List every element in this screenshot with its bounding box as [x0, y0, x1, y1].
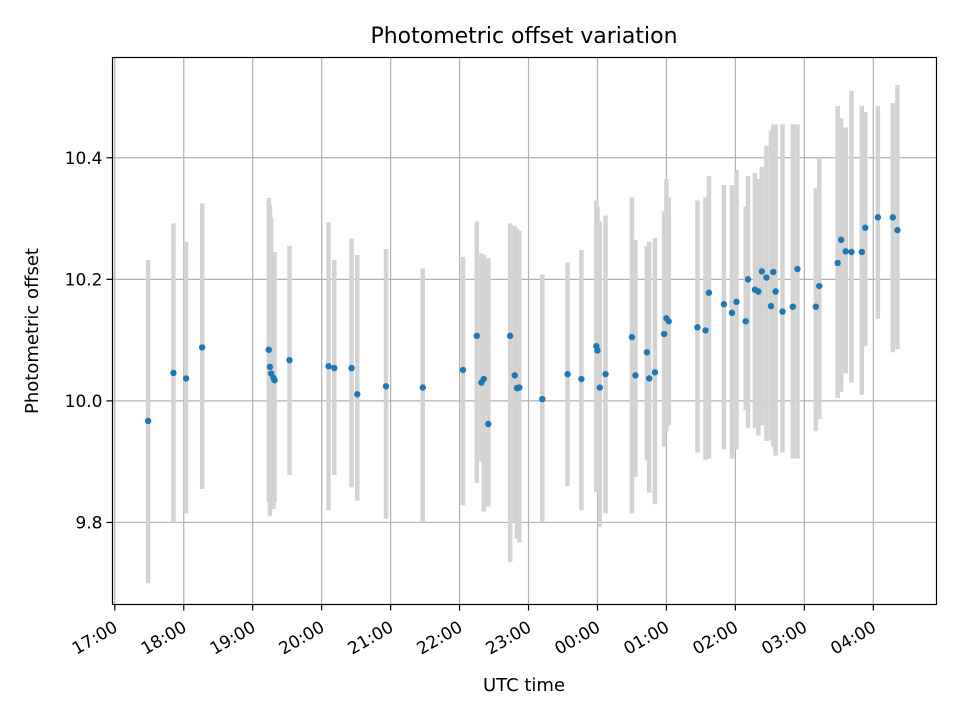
data-point [763, 274, 770, 281]
data-point [578, 375, 585, 383]
x-tick-label: 04:00 [827, 618, 879, 660]
x-axis-label: UTC time [483, 675, 565, 696]
data-point [894, 226, 901, 234]
data-points [144, 214, 901, 428]
data-point [325, 363, 332, 370]
error-bars [145, 84, 900, 584]
x-tick-label: 23:00 [483, 618, 535, 660]
grid-lines [112, 57, 937, 605]
data-point [779, 308, 786, 315]
data-point [286, 356, 293, 364]
data-point [812, 303, 820, 310]
data-point [643, 349, 651, 356]
data-point [594, 347, 601, 354]
data-point [767, 302, 775, 310]
data-point [354, 391, 361, 398]
data-point [516, 384, 523, 391]
x-tick-label: 20:00 [276, 618, 328, 660]
data-point [485, 420, 492, 428]
data-point [265, 346, 272, 354]
data-point [182, 375, 190, 382]
data-point [665, 318, 672, 325]
data-point [602, 370, 609, 378]
x-tick-label: 01:00 [620, 618, 672, 660]
y-tick-label: 10.2 [65, 270, 103, 290]
data-point [144, 417, 152, 425]
data-point [733, 298, 740, 306]
data-point [728, 309, 736, 316]
data-point [816, 282, 823, 290]
data-point [511, 372, 518, 379]
data-point [459, 366, 467, 374]
data-point [198, 344, 206, 351]
x-tick-label: 02:00 [689, 618, 741, 660]
data-point [744, 276, 752, 283]
data-point [772, 288, 779, 295]
data-point [705, 289, 713, 296]
x-tick-label: 19:00 [207, 618, 259, 660]
axis-ticks [106, 157, 874, 611]
plot-frame [111, 56, 938, 606]
data-point [348, 364, 355, 372]
data-point [742, 318, 749, 325]
data-point [702, 327, 709, 334]
y-axis-label: Photometric offset [22, 248, 43, 414]
data-point [596, 384, 603, 391]
data-point [755, 288, 762, 295]
y-tick-label: 10.0 [65, 392, 103, 412]
data-point [480, 375, 487, 383]
data-point [170, 369, 177, 377]
data-point [660, 330, 668, 338]
chart-title: Photometric offset variation [370, 24, 677, 49]
x-tick-label: 22:00 [414, 618, 466, 660]
data-point [506, 332, 514, 340]
data-point [834, 259, 841, 267]
y-tick-label: 10.4 [65, 149, 103, 169]
data-point [889, 214, 897, 221]
data-point [837, 236, 845, 244]
data-point [651, 369, 659, 376]
x-tick-label: 21:00 [345, 618, 397, 660]
data-point [862, 224, 869, 231]
data-point [632, 372, 639, 379]
data-point [382, 383, 390, 390]
data-point [770, 268, 777, 276]
data-point [842, 248, 849, 255]
x-tick-label: 17:00 [69, 618, 121, 660]
data-point [331, 364, 338, 372]
data-point [271, 377, 278, 384]
data-point [539, 395, 546, 403]
data-point [564, 370, 571, 378]
x-tick-label: 00:00 [552, 618, 604, 660]
x-tick-label: 18:00 [138, 618, 190, 660]
data-point [419, 384, 426, 391]
data-point [645, 375, 653, 382]
data-point [794, 265, 801, 273]
data-point [694, 324, 701, 331]
x-tick-label: 03:00 [758, 618, 810, 660]
data-point [720, 301, 728, 308]
data-point [628, 333, 636, 341]
data-point [848, 248, 855, 256]
data-point [858, 248, 865, 256]
data-point [473, 332, 481, 340]
data-point [266, 363, 274, 371]
data-point [789, 303, 797, 310]
y-tick-label: 9.8 [75, 513, 102, 533]
data-point [874, 214, 882, 221]
data-point [758, 268, 766, 275]
